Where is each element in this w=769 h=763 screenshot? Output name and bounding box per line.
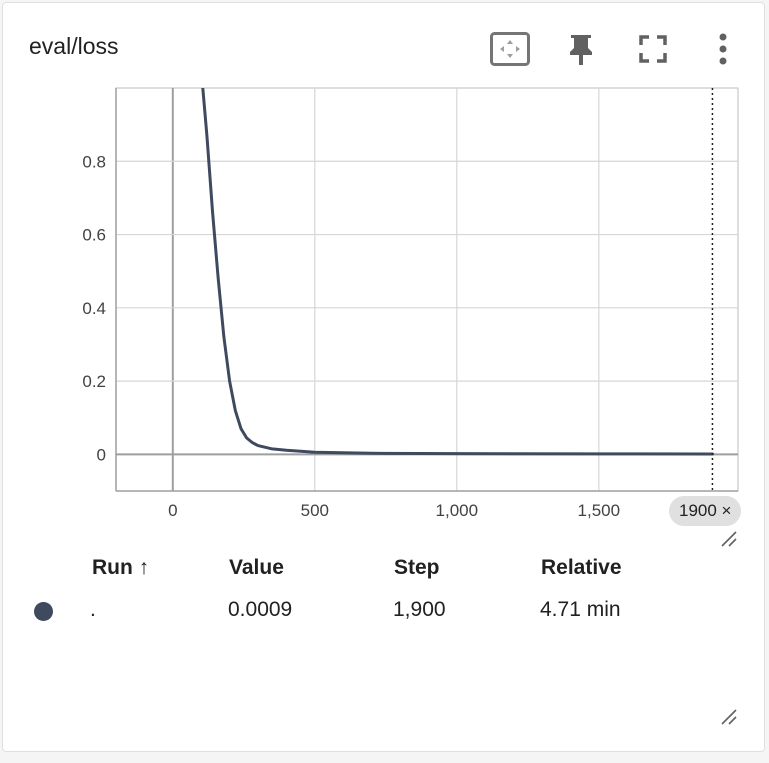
relative-cell: 4.71 min: [540, 598, 621, 621]
x-tick-label: 1,500: [578, 501, 621, 520]
x-tick-label: 0: [168, 501, 177, 520]
x-tick-label: 500: [301, 501, 329, 520]
column-header-step[interactable]: Step: [394, 556, 440, 579]
chart-resize-handle-icon[interactable]: [720, 530, 738, 548]
y-tick-label: 0.2: [82, 372, 106, 391]
step-cell: 1,900: [393, 598, 446, 621]
fit-domain-icon: [490, 32, 530, 66]
scalar-card: eval/loss: [2, 2, 765, 752]
fullscreen-icon: [639, 35, 667, 63]
more-vert-icon: [719, 33, 727, 65]
y-tick-label: 0.4: [82, 299, 106, 318]
x-tick-label: 1,000: [436, 501, 479, 520]
y-tick-label: 0.8: [82, 152, 106, 171]
column-header-value[interactable]: Value: [229, 556, 284, 579]
value-cell: 0.0009: [228, 598, 293, 621]
column-header-run[interactable]: Run ↑: [92, 556, 150, 579]
y-tick-label: 0: [97, 445, 106, 464]
y-tick-label: 0.6: [82, 226, 106, 245]
card-title: eval/loss: [29, 33, 119, 59]
fit-domain-button[interactable]: [490, 29, 530, 69]
run-name-cell: .: [90, 598, 96, 621]
more-menu-button[interactable]: [703, 29, 743, 69]
card-resize-handle-icon[interactable]: [720, 708, 738, 726]
fullscreen-button[interactable]: [633, 29, 673, 69]
column-header-relative[interactable]: Relative: [541, 556, 622, 579]
pin-button[interactable]: [561, 29, 601, 69]
pin-icon: [570, 35, 592, 65]
loss-chart[interactable]: 0 500 1,000 1,500 0 0.2 0.4 0.6 0.8: [0, 0, 769, 540]
hover-step-label: 1900 ×: [669, 496, 742, 526]
run-color-dot: [34, 602, 53, 621]
loss-series-line: [201, 88, 714, 456]
